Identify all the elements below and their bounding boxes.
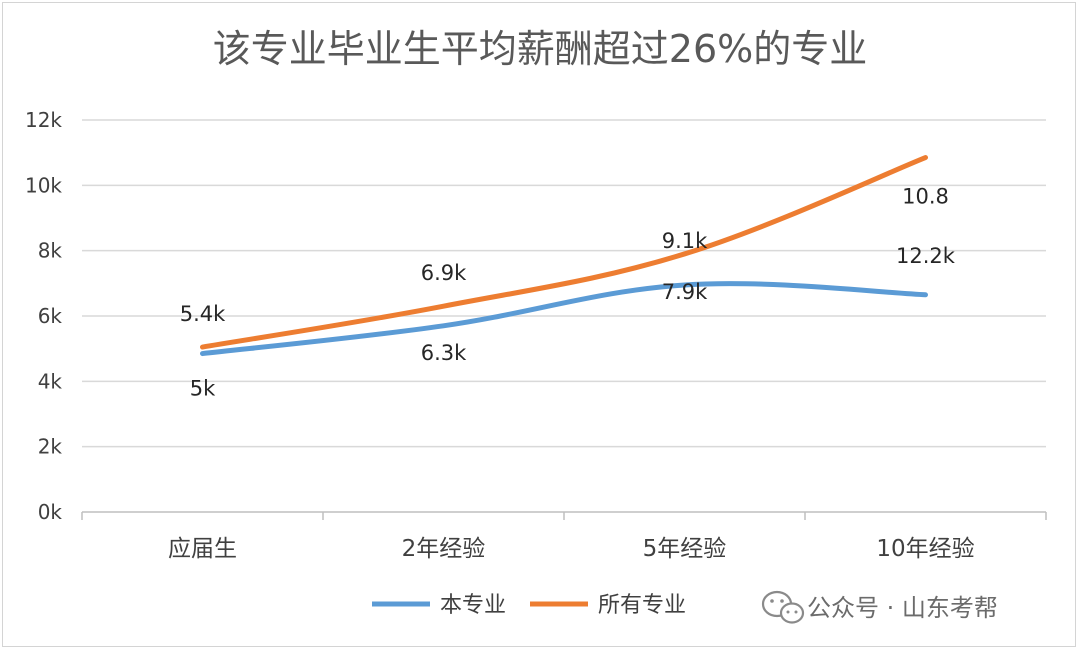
data-label: 9.1k — [662, 229, 708, 253]
y-tick-label: 0k — [38, 500, 63, 524]
data-label: 6.9k — [421, 261, 467, 285]
x-tick-label: 10年经验 — [876, 536, 974, 562]
x-axis: 应届生 2年经验 5年经验 10年经验 — [81, 511, 1047, 562]
series-line-2 — [200, 155, 928, 350]
wechat-icon — [761, 590, 805, 624]
y-tick-label: 4k — [38, 369, 63, 393]
chart-title: 该专业毕业生平均薪酬超过26%的专业 — [213, 27, 867, 71]
y-tick-label: 6k — [38, 304, 63, 328]
data-label: 7.9k — [662, 280, 708, 304]
y-tick-label: 12k — [25, 108, 62, 132]
data-label: 10.8 — [902, 185, 949, 209]
legend: 本专业 所有专业 — [372, 593, 686, 618]
legend-label: 本专业 — [440, 593, 506, 618]
data-label: 12.2k — [896, 244, 956, 268]
data-labels: 5k 6.3k 7.9k 12.2k 5.4k 6.9k 9.1k 10.8 — [180, 185, 956, 401]
y-tick-label: 10k — [25, 173, 62, 197]
x-tick-label: 5年经验 — [643, 536, 727, 562]
y-tick-label: 8k — [38, 239, 63, 263]
x-tick-label: 应届生 — [168, 536, 237, 562]
series-line-1 — [200, 281, 928, 357]
x-tick-label: 2年经验 — [402, 536, 486, 562]
gridlines — [82, 119, 1046, 448]
watermark: 公众号 · 山东考帮 — [761, 590, 998, 624]
y-axis-ticks: 0k 2k 4k 6k 8k 10k 12k — [25, 108, 62, 524]
series-lines — [200, 155, 928, 357]
watermark-text: 公众号 · 山东考帮 — [807, 594, 998, 622]
data-label: 5k — [190, 377, 216, 401]
data-label: 5.4k — [180, 302, 226, 326]
legend-label: 所有专业 — [598, 593, 686, 618]
data-label: 6.3k — [421, 341, 467, 365]
y-tick-label: 2k — [38, 435, 63, 459]
